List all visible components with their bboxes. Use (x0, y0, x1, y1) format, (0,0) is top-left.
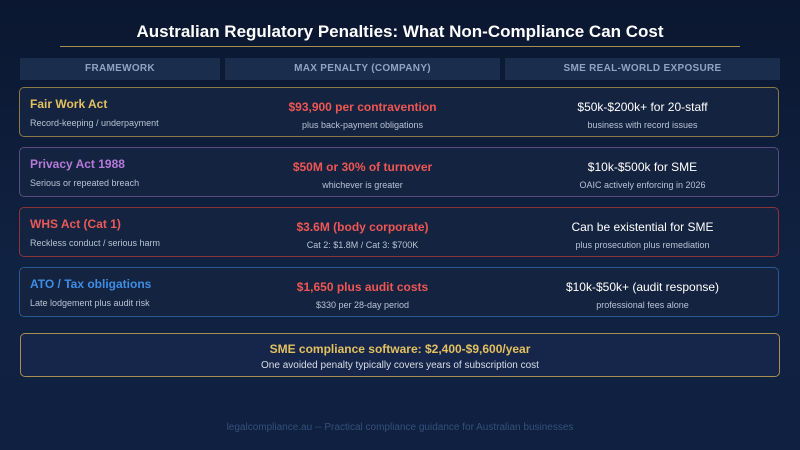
row-whs-act: WHS Act (Cat 1) Reckless conduct / serio… (19, 207, 779, 257)
sme-exposure: Can be existential for SME (571, 220, 714, 234)
callout-subtext: One avoided penalty typically covers yea… (261, 360, 539, 371)
penalty-note: whichever is greater (322, 180, 403, 190)
table-header: FRAMEWORK MAX PENALTY (COMPANY) SME REAL… (20, 58, 780, 80)
max-penalty: $1,650 plus audit costs (296, 280, 429, 294)
page-title: Australian Regulatory Penalties: What No… (136, 22, 664, 41)
framework-description: Record-keeping / underpayment (30, 118, 159, 128)
max-penalty: $50M or 30% of turnover (292, 160, 433, 174)
exposure-note: OAIC actively enforcing in 2026 (579, 180, 706, 190)
header-framework: FRAMEWORK (20, 58, 220, 80)
exposure-note: professional fees alone (596, 300, 689, 310)
sme-exposure: $50k-$200k+ for 20-staff (577, 100, 708, 114)
framework-name: Fair Work Act (30, 97, 108, 111)
row-privacy-act: Privacy Act 1988 Serious or repeated bre… (19, 147, 779, 197)
max-penalty: $93,900 per contravention (288, 100, 437, 114)
penalty-note: Cat 2: $1.8M / Cat 3: $700K (306, 240, 419, 250)
callout-headline: SME compliance software: $2,400-$9,600/y… (269, 342, 531, 356)
title-divider (60, 46, 740, 47)
penalty-note: $330 per 28-day period (315, 300, 410, 310)
row-fair-work-act: Fair Work Act Record-keeping / underpaym… (19, 87, 779, 137)
framework-name: WHS Act (Cat 1) (30, 217, 121, 231)
framework-description: Serious or repeated breach (30, 178, 140, 188)
penalty-note: plus back-payment obligations (301, 120, 424, 130)
footer-credit: legalcompliance.au -- Practical complian… (226, 422, 574, 433)
sme-exposure: $10k-$500k for SME (587, 160, 698, 174)
header-max-penalty: MAX PENALTY (COMPANY) (225, 58, 500, 80)
row-ato-tax: ATO / Tax obligations Late lodgement plu… (19, 267, 779, 317)
framework-name: Privacy Act 1988 (30, 157, 125, 171)
exposure-note: plus prosecution plus remediation (575, 240, 710, 250)
framework-name: ATO / Tax obligations (30, 277, 152, 291)
header-exposure: SME REAL-WORLD EXPOSURE (505, 58, 780, 80)
max-penalty: $3.6M (body corporate) (296, 220, 429, 234)
exposure-note: business with record issues (587, 120, 698, 130)
framework-description: Late lodgement plus audit risk (30, 298, 150, 308)
sme-exposure: $10k-$50k+ (audit response) (565, 280, 720, 294)
framework-description: Reckless conduct / serious harm (30, 238, 161, 248)
software-cost-callout: SME compliance software: $2,400-$9,600/y… (20, 333, 780, 377)
